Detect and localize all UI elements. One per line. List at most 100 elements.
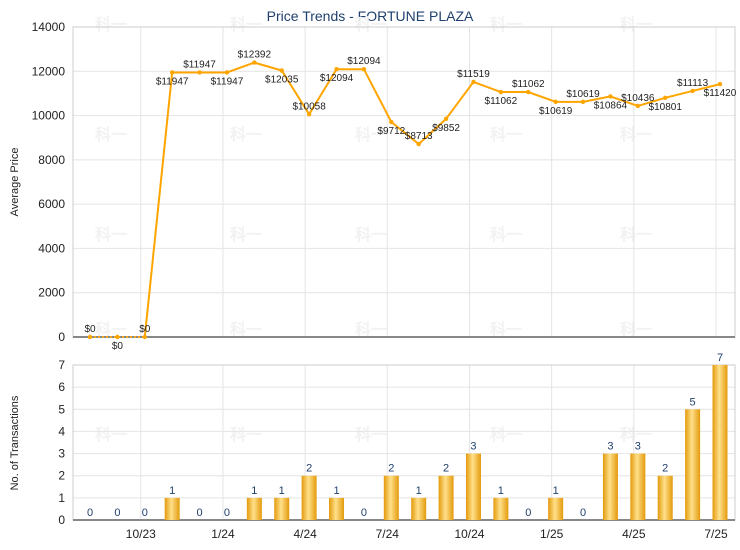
- price-data-label: $11947: [156, 76, 189, 87]
- transactions-y-tick-label: 2: [58, 469, 65, 483]
- price-data-label: $11420: [704, 88, 737, 99]
- watermark-text: 科一: [620, 225, 652, 244]
- watermark-text: 科一: [230, 125, 262, 144]
- transaction-bar: [246, 497, 262, 520]
- watermark-text: 科一: [355, 225, 387, 244]
- watermark-text: 科一: [490, 425, 522, 444]
- price-y-tick-label: 4000: [38, 241, 65, 255]
- transaction-count-label: 0: [197, 507, 203, 519]
- transaction-bar: [657, 475, 673, 520]
- watermark-text: 科一: [95, 125, 127, 144]
- watermark-text: 科一: [620, 125, 652, 144]
- transactions-y-tick-label: 3: [58, 447, 65, 461]
- x-tick-label: 7/24: [376, 527, 400, 541]
- price-y-tick-label: 6000: [38, 197, 65, 211]
- transactions-y-tick-label: 6: [58, 380, 65, 394]
- price-data-label: $11519: [457, 69, 490, 80]
- price-data-label: $11113: [677, 78, 709, 89]
- chart-title: Price Trends - FORTUNE PLAZA: [267, 8, 474, 24]
- price-point: [197, 70, 202, 75]
- transaction-bar: [630, 453, 646, 520]
- transaction-count-label: 0: [224, 507, 230, 519]
- transaction-bar: [164, 497, 180, 520]
- price-point: [580, 99, 586, 105]
- transactions-y-tick-label: 4: [58, 424, 65, 438]
- price-point: [142, 334, 147, 340]
- transaction-count-label: 0: [142, 507, 148, 519]
- price-point: [608, 94, 613, 99]
- transaction-bar: [548, 497, 564, 520]
- price-point: [115, 334, 120, 340]
- price-point: [389, 119, 394, 125]
- transaction-bar: [465, 453, 481, 520]
- watermark-text: 科一: [490, 320, 522, 339]
- watermark-text: 科一: [95, 320, 127, 339]
- price-point: [416, 141, 421, 147]
- transactions-y-axis-label: No. of Transactions: [9, 395, 21, 490]
- watermark-text: 科一: [620, 15, 652, 34]
- transaction-bar: [411, 497, 427, 520]
- watermark-text: 科一: [355, 425, 387, 444]
- price-data-label: $11062: [512, 79, 545, 90]
- transaction-bar: [301, 475, 317, 520]
- price-point: [526, 89, 531, 95]
- price-point: [471, 79, 476, 85]
- x-tick-label: 7/25: [704, 527, 728, 541]
- transaction-count-label: 1: [333, 485, 339, 497]
- price-data-label: $10619: [566, 89, 600, 100]
- price-point: [279, 68, 284, 73]
- watermark-text: 科一: [230, 425, 262, 444]
- watermark-text: 科一: [95, 15, 127, 34]
- price-data-label: $10619: [539, 106, 573, 117]
- transaction-bar: [383, 475, 399, 520]
- price-data-label: $12094: [320, 73, 354, 84]
- price-y-tick-label: 14000: [32, 20, 66, 34]
- watermark-text: 科一: [490, 15, 522, 34]
- x-tick-label: 1/24: [211, 527, 235, 541]
- price-data-label: $0: [112, 341, 124, 352]
- transaction-bar: [602, 453, 618, 520]
- transaction-count-label: 5: [690, 396, 696, 408]
- price-point: [306, 112, 312, 117]
- price-data-label: $10058: [292, 101, 326, 112]
- watermark-text: 科一: [620, 320, 652, 339]
- price-data-label: $10436: [621, 93, 655, 104]
- price-point: [663, 95, 668, 101]
- transaction-count-label: 1: [498, 485, 504, 497]
- price-line: [143, 61, 721, 338]
- price-point: [717, 81, 723, 87]
- price-y-tick-label: 10000: [32, 109, 66, 123]
- x-tick-label: 1/25: [540, 527, 564, 541]
- price-y-tick-label: 0: [58, 330, 65, 344]
- watermark-text: 科一: [230, 15, 262, 34]
- watermark-text: 科一: [95, 225, 127, 244]
- transactions-y-tick-label: 1: [58, 491, 65, 505]
- price-y-axis-label: Average Price: [9, 148, 21, 217]
- transaction-count-label: 0: [525, 507, 531, 519]
- price-data-label: $0: [84, 324, 96, 335]
- transaction-count-label: 1: [553, 485, 559, 497]
- price-point: [553, 99, 558, 105]
- transactions-y-tick-label: 0: [58, 513, 65, 527]
- price-point: [443, 116, 449, 122]
- x-tick-label: 10/24: [454, 527, 484, 541]
- price-point: [224, 70, 230, 75]
- price-data-label: $8713: [405, 131, 433, 142]
- transaction-count-label: 0: [87, 507, 93, 519]
- watermark-text: 科一: [355, 125, 387, 144]
- price-point: [361, 67, 367, 72]
- price-y-tick-label: 12000: [32, 64, 66, 78]
- price-data-label: $10864: [594, 100, 628, 111]
- price-point: [334, 67, 339, 72]
- price-data-label: $9712: [377, 126, 405, 137]
- transaction-count-label: 0: [361, 507, 367, 519]
- transaction-count-label: 1: [251, 485, 257, 497]
- price-data-label: $11947: [211, 76, 244, 87]
- price-data-label: $12035: [265, 75, 299, 86]
- transaction-count-label: 3: [635, 441, 641, 453]
- transaction-bar: [438, 475, 454, 520]
- price-point: [87, 334, 93, 340]
- x-tick-label: 4/25: [622, 527, 646, 541]
- price-data-label: $12392: [238, 50, 272, 61]
